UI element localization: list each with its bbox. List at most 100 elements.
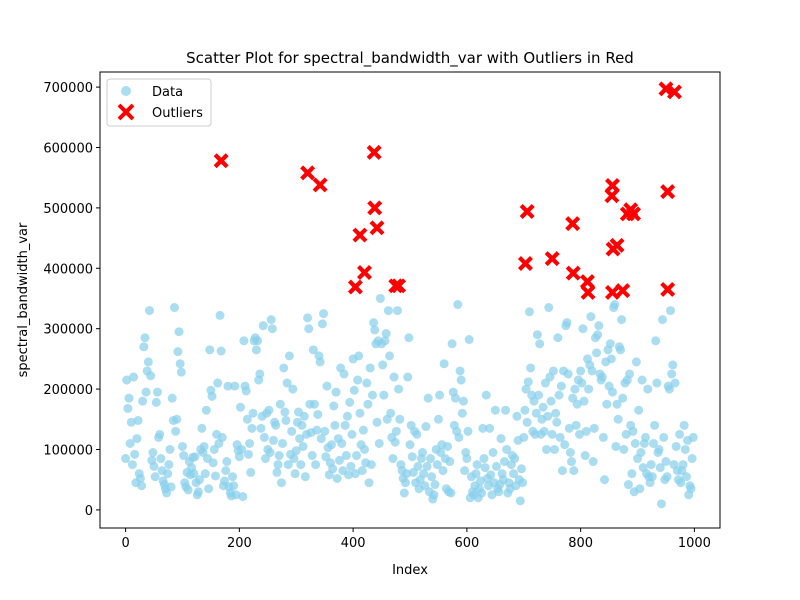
- data-point: [463, 426, 473, 436]
- data-point: [255, 369, 265, 379]
- legend-outlier-marker: [117, 103, 135, 121]
- data-point: [678, 460, 688, 470]
- data-point: [179, 451, 189, 461]
- data-point: [231, 490, 241, 500]
- data-point: [628, 426, 638, 436]
- plot-frame: [99, 71, 721, 529]
- data-point: [165, 444, 175, 454]
- data-point: [319, 309, 329, 319]
- data-point: [349, 385, 359, 395]
- data-point: [405, 440, 415, 450]
- data-point: [150, 472, 160, 482]
- data-point: [576, 366, 586, 376]
- data-point: [538, 402, 548, 412]
- data-point: [344, 470, 354, 480]
- data-point: [615, 345, 625, 355]
- data-point: [383, 306, 393, 316]
- data-point: [172, 414, 182, 424]
- outlier-point: [366, 144, 382, 160]
- data-point: [640, 432, 650, 442]
- data-point: [471, 469, 481, 479]
- data-point: [455, 366, 465, 376]
- data-point: [273, 460, 283, 470]
- data-point: [243, 449, 253, 459]
- data-point: [133, 415, 143, 425]
- data-point: [123, 403, 133, 413]
- data-point: [627, 469, 637, 479]
- data-point: [307, 451, 317, 461]
- y-tick-label: 400000: [43, 262, 93, 277]
- data-point: [287, 426, 297, 436]
- data-point: [174, 327, 184, 337]
- data-point: [501, 405, 511, 415]
- data-point: [671, 441, 681, 451]
- data-point: [327, 440, 336, 450]
- data-point: [521, 384, 531, 394]
- data-point: [499, 457, 509, 467]
- data-point: [207, 391, 217, 401]
- data-point: [531, 408, 541, 418]
- data-point: [132, 434, 142, 444]
- data-point: [347, 429, 357, 439]
- outlier-point: [347, 279, 363, 295]
- data-point: [432, 460, 442, 470]
- data-point: [611, 441, 621, 451]
- data-point: [246, 467, 256, 477]
- data-point: [612, 399, 622, 409]
- data-point: [435, 390, 445, 400]
- data-point: [127, 460, 137, 470]
- data-point: [350, 469, 360, 479]
- data-point: [643, 384, 653, 394]
- outlier-point: [519, 204, 535, 220]
- data-point: [631, 357, 641, 367]
- data-point: [548, 366, 558, 376]
- outlier-point: [609, 237, 625, 253]
- data-point: [320, 426, 330, 436]
- data-point: [654, 444, 664, 454]
- data-point: [662, 472, 672, 482]
- data-point: [267, 324, 277, 334]
- data-point: [635, 484, 645, 494]
- data-point: [265, 448, 275, 457]
- data-point: [389, 372, 399, 382]
- data-point: [572, 399, 582, 409]
- x-axis-label: Index: [392, 563, 428, 578]
- data-point: [516, 464, 526, 474]
- data-point: [149, 461, 159, 471]
- data-point: [355, 408, 365, 418]
- data-point: [479, 454, 489, 464]
- data-point: [353, 375, 363, 385]
- data-point: [138, 396, 148, 406]
- data-point: [223, 381, 233, 391]
- data-point: [329, 401, 339, 411]
- legend-box: [106, 78, 212, 127]
- data-point: [485, 423, 495, 433]
- data-point: [271, 420, 281, 430]
- data-point: [291, 446, 301, 456]
- data-point: [241, 386, 251, 396]
- data-point: [518, 478, 528, 488]
- data-point: [288, 384, 298, 394]
- data-point: [539, 426, 549, 436]
- data-point: [464, 335, 474, 345]
- data-point: [365, 363, 375, 373]
- data-point: [556, 381, 566, 391]
- data-point: [391, 426, 401, 436]
- data-point: [488, 448, 498, 457]
- data-point: [404, 333, 414, 343]
- data-point: [418, 448, 428, 457]
- data-point: [610, 300, 620, 310]
- data-point: [608, 387, 617, 397]
- data-point: [195, 475, 205, 485]
- data-point: [337, 438, 347, 448]
- data-point: [317, 319, 327, 329]
- data-point: [309, 399, 319, 409]
- data-point: [453, 300, 463, 310]
- data-point: [135, 473, 145, 483]
- data-point: [346, 461, 356, 471]
- data-point: [395, 414, 405, 424]
- data-point: [217, 432, 227, 442]
- data-point: [140, 333, 150, 343]
- data-point: [352, 451, 362, 461]
- data-point: [234, 452, 244, 462]
